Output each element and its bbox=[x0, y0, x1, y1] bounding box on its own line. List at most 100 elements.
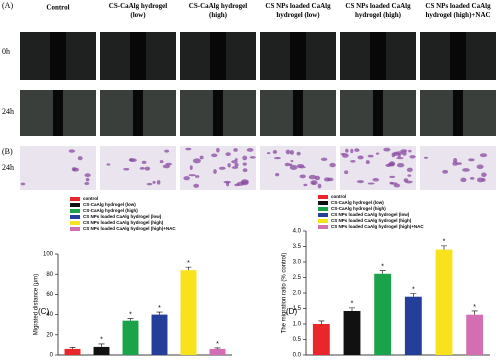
cell bbox=[460, 177, 467, 183]
y-tick-label: 2.0 bbox=[293, 291, 302, 297]
row-label: 0h bbox=[2, 47, 10, 56]
y-tick-label: 100 bbox=[43, 252, 54, 258]
cell bbox=[396, 162, 405, 168]
cell bbox=[423, 156, 428, 159]
legend-label: CS NPs loaded CaAlg hydrogel (high) bbox=[83, 220, 164, 225]
cell bbox=[350, 159, 356, 163]
y-tick-label: 3.0 bbox=[293, 260, 302, 266]
cell bbox=[442, 169, 449, 174]
cell bbox=[354, 148, 360, 152]
scratch-gap bbox=[130, 32, 146, 80]
panel-label: (A) bbox=[2, 1, 13, 10]
cell bbox=[456, 162, 462, 165]
cell bbox=[320, 157, 328, 161]
bar bbox=[374, 273, 392, 355]
cell bbox=[375, 152, 380, 155]
significance-marker: * bbox=[412, 286, 415, 293]
scratch-gap bbox=[370, 32, 386, 80]
y-axis-label: Migrated distance (μm) bbox=[34, 274, 40, 335]
bar bbox=[209, 348, 226, 355]
legend-label: CS NPs loaded CaAlg hydrogel (high)+NAC bbox=[83, 226, 176, 231]
cell bbox=[227, 163, 231, 168]
cell bbox=[395, 151, 404, 155]
legend-label: CS NPs loaded CaAlg hydrogel (low) bbox=[83, 214, 162, 219]
legend-swatch bbox=[70, 197, 80, 201]
cell bbox=[393, 183, 401, 188]
cell bbox=[234, 162, 239, 168]
scratch-gap bbox=[290, 32, 306, 80]
cell bbox=[469, 176, 475, 180]
significance-marker: * bbox=[100, 337, 103, 344]
scratch-gap bbox=[133, 90, 143, 136]
error-bar bbox=[410, 293, 417, 297]
bar bbox=[312, 324, 330, 355]
y-tick-label: 80 bbox=[46, 272, 53, 278]
cell bbox=[453, 158, 458, 163]
legend-label: CS-CaAlg hydrogel (low) bbox=[331, 200, 384, 205]
legend-label: CS-CaAlg hydrogel (high) bbox=[331, 206, 386, 211]
cell bbox=[164, 149, 170, 153]
row-label: 24h bbox=[2, 107, 14, 116]
scratch-gap bbox=[50, 32, 66, 80]
legend-swatch bbox=[318, 213, 328, 217]
significance-marker: * bbox=[473, 304, 476, 311]
error-bar bbox=[156, 311, 163, 315]
cell bbox=[409, 155, 416, 159]
cell bbox=[296, 151, 301, 156]
error-bar bbox=[69, 347, 76, 349]
y-tick-label: 0 bbox=[50, 353, 54, 359]
row-label: 24h bbox=[2, 163, 14, 172]
cell bbox=[367, 182, 375, 185]
cell bbox=[20, 182, 26, 186]
bar bbox=[180, 270, 197, 355]
cell bbox=[407, 174, 412, 177]
cell bbox=[289, 165, 298, 170]
cell bbox=[406, 167, 413, 172]
cell bbox=[367, 154, 374, 158]
cell bbox=[223, 180, 232, 184]
cell bbox=[185, 147, 192, 151]
scratch-gap bbox=[293, 90, 303, 136]
cell bbox=[193, 183, 200, 188]
legend-label: CS-CaAlg hydrogel (high) bbox=[83, 208, 138, 213]
cell bbox=[246, 148, 254, 152]
cell bbox=[152, 180, 156, 184]
y-tick-label: 2.5 bbox=[293, 275, 302, 281]
cell bbox=[272, 149, 278, 154]
transwell-image bbox=[100, 146, 176, 190]
cell bbox=[303, 183, 308, 187]
bar bbox=[151, 314, 168, 355]
cell bbox=[385, 163, 392, 167]
significance-marker: * bbox=[381, 264, 384, 271]
error-bar bbox=[98, 343, 105, 347]
bar bbox=[93, 346, 110, 355]
y-tick-label: 20 bbox=[46, 332, 53, 338]
cell bbox=[231, 160, 238, 164]
cell bbox=[72, 167, 80, 172]
cell bbox=[218, 166, 226, 170]
cell bbox=[225, 152, 231, 156]
cell bbox=[188, 174, 196, 177]
bar bbox=[122, 320, 139, 355]
legend-swatch bbox=[318, 195, 328, 199]
legend-label: CS-CaAlg hydrogel (low) bbox=[83, 202, 136, 207]
cell bbox=[452, 161, 459, 166]
transwell-image bbox=[420, 146, 496, 190]
cell bbox=[199, 155, 204, 160]
cell bbox=[84, 173, 91, 178]
y-tick-label: 4.0 bbox=[293, 229, 302, 235]
legend-swatch bbox=[70, 215, 80, 219]
cell bbox=[344, 170, 349, 175]
legend-label: CS NPs loaded CaAlg hydrogel (high)+NAC bbox=[331, 224, 424, 229]
cell bbox=[402, 151, 407, 156]
legend-label: CS NPs loaded CaAlg hydrogel (high) bbox=[331, 218, 412, 223]
cell bbox=[242, 162, 247, 166]
panel-label: (B) bbox=[2, 147, 13, 156]
column-header: CS-CaAlg hydrogel (low) bbox=[109, 2, 167, 19]
error-bar bbox=[127, 318, 134, 321]
cell bbox=[324, 177, 331, 182]
legend-swatch bbox=[318, 207, 328, 211]
y-axis-label: The migration ratio (% control) bbox=[282, 253, 288, 334]
cell bbox=[273, 156, 281, 160]
bar bbox=[435, 249, 453, 355]
